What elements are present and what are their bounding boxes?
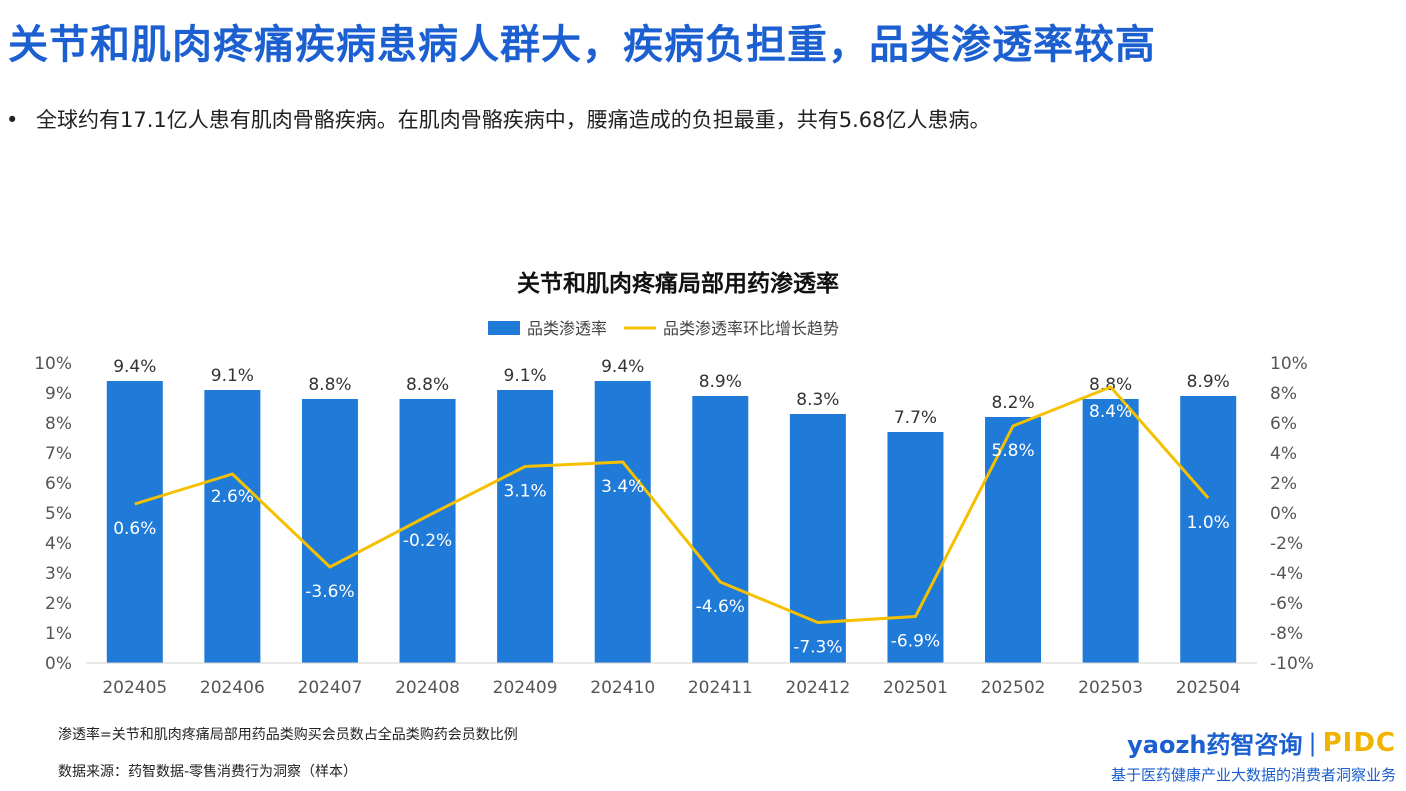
- y-left-tick-label: 10%: [34, 354, 72, 374]
- bar-value-label: 7.7%: [894, 408, 937, 428]
- x-tick-label: 202408: [395, 678, 460, 698]
- bar-value-label: 9.4%: [113, 357, 156, 377]
- line-value-label: 3.4%: [601, 477, 644, 497]
- line-value-label: 1.0%: [1187, 513, 1230, 533]
- line-value-label: 2.6%: [211, 487, 254, 507]
- y-left-tick-label: 8%: [45, 414, 72, 434]
- bar: [497, 390, 554, 663]
- page-title: 关节和肌肉疼痛疾病患病人群大，疾病负担重，品类渗透率较高: [8, 22, 1156, 68]
- bar-value-label: 9.1%: [211, 366, 254, 386]
- bar: [301, 399, 358, 663]
- tagline: 基于医药健康产业大数据的消费者洞察业务: [1110, 766, 1396, 784]
- legend-line-label: 品类渗透率环比增长趋势: [663, 319, 839, 338]
- y-right-tick-label: 6%: [1270, 414, 1297, 434]
- line-value-label: 5.8%: [991, 441, 1034, 461]
- line-value-label: 3.1%: [504, 482, 547, 502]
- legend-bar-swatch: [488, 321, 520, 335]
- bar: [692, 396, 749, 663]
- bar: [1180, 396, 1237, 663]
- y-right-tick-label: 4%: [1270, 444, 1297, 464]
- x-tick-label: 202412: [785, 678, 850, 698]
- y-left-tick-label: 1%: [45, 624, 72, 644]
- y-right-tick-label: 10%: [1270, 354, 1308, 374]
- y-left-tick-label: 7%: [45, 444, 72, 464]
- bar-value-label: 8.3%: [796, 390, 839, 410]
- footnote: 渗透率=关节和肌肉疼痛局部用药品类购买会员数占全品类购药会员数比例: [58, 727, 518, 743]
- x-tick-label: 202407: [298, 678, 363, 698]
- y-right-tick-label: -2%: [1270, 534, 1303, 554]
- bar: [887, 432, 944, 663]
- x-tick-label: 202406: [200, 678, 265, 698]
- line-value-label: -6.9%: [891, 632, 940, 652]
- x-tick-label: 202501: [883, 678, 948, 698]
- y-left-tick-label: 5%: [45, 504, 72, 524]
- y-right-tick-label: -8%: [1270, 624, 1303, 644]
- line-value-label: -7.3%: [793, 638, 842, 658]
- bar: [399, 399, 456, 663]
- legend-bar-label: 品类渗透率: [527, 319, 607, 338]
- bar-value-label: 9.4%: [601, 357, 644, 377]
- line-value-label: 0.6%: [113, 519, 156, 539]
- bar-value-label: 8.8%: [308, 375, 351, 395]
- x-tick-label: 202504: [1176, 678, 1241, 698]
- bar: [789, 414, 846, 663]
- x-tick-label: 202409: [493, 678, 558, 698]
- x-tick-label: 202503: [1078, 678, 1143, 698]
- bar: [985, 417, 1042, 663]
- bullet-text: • 全球约有17.1亿人患有肌肉骨骼疾病。在肌肉骨骼疾病中，腰痛造成的负担最重，共…: [6, 104, 991, 134]
- bar: [594, 381, 651, 663]
- y-right-tick-label: -10%: [1270, 654, 1314, 674]
- x-tick-label: 202411: [688, 678, 753, 698]
- bar: [1082, 399, 1139, 663]
- y-right-tick-label: 2%: [1270, 474, 1297, 494]
- bar-value-label: 9.1%: [504, 366, 547, 386]
- line-value-label: -4.6%: [696, 597, 745, 617]
- y-left-tick-label: 4%: [45, 534, 72, 554]
- line-value-label: -0.2%: [403, 531, 452, 551]
- x-tick-label: 202405: [102, 678, 167, 698]
- y-left-tick-label: 9%: [45, 384, 72, 404]
- line-value-label: -3.6%: [305, 582, 354, 602]
- bar-value-label: 8.9%: [699, 372, 742, 392]
- trend-line: [134, 385, 1210, 624]
- data-source: 数据来源：药智数据-零售消费行为洞察（样本）: [58, 764, 358, 780]
- y-left-tick-label: 6%: [45, 474, 72, 494]
- bullet-sentence: 全球约有17.1亿人患有肌肉骨骼疾病。在肌肉骨骼疾病中，腰痛造成的负担最重，共有…: [36, 108, 991, 132]
- y-right-tick-label: 0%: [1270, 504, 1297, 524]
- x-tick-label: 202502: [981, 678, 1046, 698]
- bar-value-label: 8.8%: [406, 375, 449, 395]
- chart-title: 关节和肌肉疼痛局部用药渗透率: [517, 270, 839, 297]
- bar-value-label: 8.2%: [991, 393, 1034, 413]
- logo-separator: |: [1308, 728, 1317, 757]
- y-left-tick-label: 3%: [45, 564, 72, 584]
- bar: [204, 390, 261, 663]
- y-left-tick-label: 0%: [45, 654, 72, 674]
- bar: [106, 381, 163, 663]
- y-right-tick-label: 8%: [1270, 384, 1297, 404]
- y-right-tick-label: -6%: [1270, 594, 1303, 614]
- logo: yaozh药智咨询 | PIDC: [1127, 725, 1396, 760]
- y-right-tick-label: -4%: [1270, 564, 1303, 584]
- bullet-dot: •: [6, 108, 19, 132]
- logo-brand: yaozh药智咨询: [1127, 731, 1303, 759]
- logo-pidc: PIDC: [1322, 727, 1396, 758]
- y-left-tick-label: 2%: [45, 594, 72, 614]
- bar-value-label: 8.9%: [1187, 372, 1230, 392]
- x-tick-label: 202410: [590, 678, 655, 698]
- line-value-label: 8.4%: [1089, 402, 1132, 422]
